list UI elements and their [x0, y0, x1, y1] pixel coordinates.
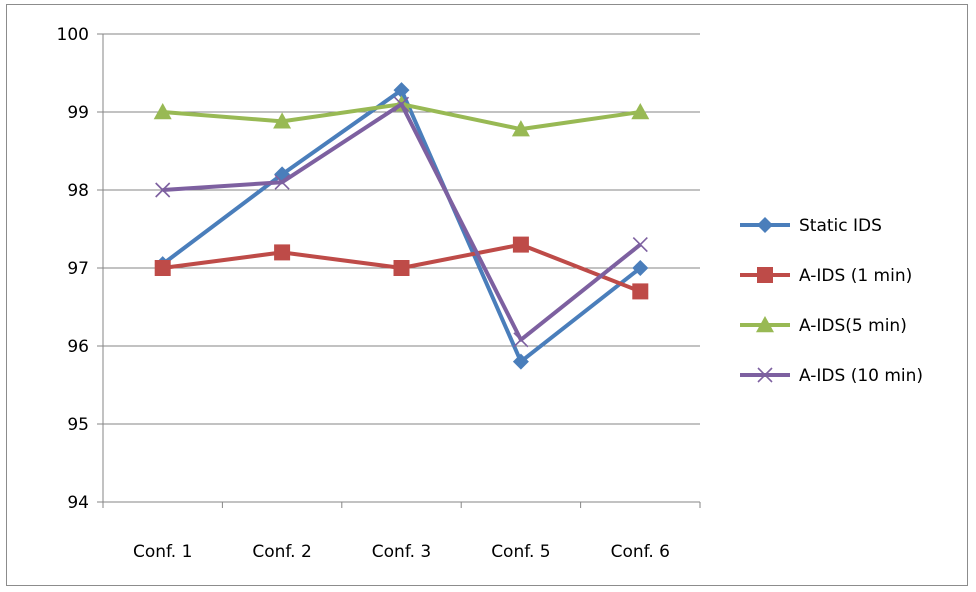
y-tick-label: 96 [67, 337, 89, 357]
legend-marker-3 [757, 367, 773, 383]
data-point-3-3 [513, 332, 529, 348]
legend-label-0: Static IDS [799, 216, 882, 236]
data-point-2-4 [631, 103, 650, 120]
series-lines [153, 82, 650, 370]
data-point-1-1 [274, 244, 291, 261]
y-tick-label: 99 [67, 103, 89, 123]
data-point-0-2 [393, 82, 410, 99]
y-tick-label: 100 [57, 25, 89, 45]
x-tick-label: Conf. 1 [133, 542, 192, 562]
legend-marker-0 [757, 217, 773, 233]
data-point-3-2 [393, 96, 410, 112]
y-tick-label: 97 [67, 259, 89, 279]
legend-marker-1 [757, 267, 773, 283]
y-tick-label: 94 [67, 493, 89, 513]
legend-marker-2 [756, 316, 774, 333]
legend-marker-3-stroke-b [757, 367, 773, 383]
data-point-1-0 [154, 260, 171, 276]
data-point-3-3-stroke-b [513, 332, 529, 348]
data-point-3-2-stroke-b [393, 96, 410, 112]
series-line-3 [162, 102, 642, 342]
legend-label-1: A-IDS (1 min) [799, 266, 912, 286]
chart-frame [6, 4, 968, 586]
data-point-0-4 [632, 260, 649, 276]
data-point-2-1 [273, 112, 292, 129]
data-point-3-4 [632, 237, 648, 253]
legend: Static IDS A-IDS (1 min) A-IDS(5 min) A-IDS… [740, 216, 923, 386]
y-tick-label: 95 [67, 415, 89, 435]
tick-labels: 94 95 96 97 98 99 100 Conf. 1 Conf. 2 Conf. 3 Conf… [57, 25, 670, 562]
x-tick-label: Conf. 5 [491, 542, 550, 562]
gridlines [103, 33, 700, 425]
y-tick-label: 98 [67, 181, 89, 201]
legend-label-2: A-IDS(5 min) [799, 316, 907, 336]
x-tick-label: Conf. 2 [252, 542, 311, 562]
data-point-3-1-stroke-b [274, 174, 290, 190]
series-line-0 [161, 88, 642, 364]
data-point-2-0 [153, 103, 172, 120]
legend-label-3: A-IDS (10 min) [799, 366, 923, 386]
x-tick-label: Conf. 3 [372, 542, 431, 562]
data-point-2-3 [511, 120, 530, 137]
data-point-1-4 [632, 283, 649, 300]
axes [97, 33, 701, 508]
data-point-1-3 [512, 236, 529, 253]
x-tick-label: Conf. 6 [611, 542, 670, 562]
data-point-3-0 [155, 182, 171, 198]
data-point-3-0-stroke-b [155, 182, 171, 198]
data-point-3-1 [274, 174, 290, 190]
data-point-3-4-stroke-b [632, 237, 648, 253]
data-point-1-2 [393, 260, 410, 276]
data-point-0-3 [512, 353, 529, 370]
